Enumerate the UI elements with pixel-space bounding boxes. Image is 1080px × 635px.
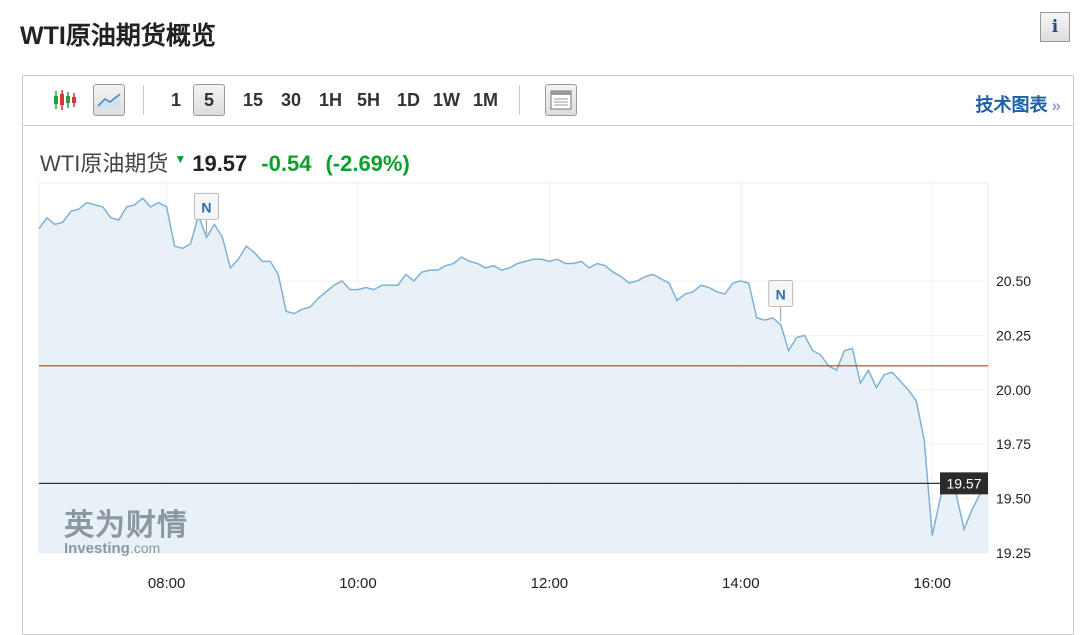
x-tick-label: 16:00: [913, 575, 951, 592]
line-chart-icon[interactable]: [93, 84, 125, 116]
page-title: WTI原油期货概览: [20, 22, 216, 50]
quote-header: WTI原油期货 ▼ 19.57 -0.54 (-2.69%): [40, 146, 410, 178]
news-marker[interactable]: N: [193, 192, 219, 235]
interval-1H[interactable]: 1H: [319, 90, 343, 110]
interval-1D[interactable]: 1D: [397, 90, 421, 110]
x-tick-label: 12:00: [531, 575, 569, 592]
divider: [519, 85, 520, 115]
interval-1M[interactable]: 1M: [473, 90, 499, 110]
chart-toolbar: 1 5 15 30 1H 5H 1D 1W 1M 技术图表»: [23, 76, 1073, 126]
layout-icon[interactable]: [545, 84, 577, 116]
info-icon[interactable]: i: [1040, 12, 1070, 42]
news-marker-label: N: [201, 199, 211, 215]
x-tick-label: 08:00: [148, 575, 186, 592]
interval-1W[interactable]: 1W: [433, 90, 460, 110]
interval-5[interactable]: 5: [193, 84, 225, 116]
divider: [143, 85, 144, 115]
news-marker[interactable]: N: [768, 279, 794, 322]
down-arrow-icon: ▼: [174, 152, 187, 166]
interval-15[interactable]: 15: [243, 90, 264, 110]
instrument-name: WTI原油期货: [40, 151, 169, 176]
news-marker-label: N: [776, 286, 786, 302]
chart-panel: 1 5 15 30 1H 5H 1D 1W 1M 技术图表»: [22, 75, 1074, 635]
x-tick-label: 14:00: [722, 575, 760, 592]
interval-5H[interactable]: 5H: [357, 90, 381, 110]
x-tick-label: 10:00: [339, 575, 377, 592]
news-marker-box: [193, 192, 219, 220]
y-tick-label: 20.50: [996, 273, 1031, 289]
interval-1[interactable]: 1: [171, 90, 182, 110]
candlestick-icon[interactable]: [49, 84, 81, 116]
technical-chart-label: 技术图表: [975, 95, 1048, 115]
interval-30[interactable]: 30: [281, 90, 302, 110]
technical-chart-link[interactable]: 技术图表»: [976, 91, 1061, 117]
price-chart[interactable]: 20.50 20.25 20.00 19.75 19.50 19.25 08:00 10:00…: [0, 0, 1080, 615]
y-tick-label: 20.25: [996, 327, 1031, 343]
last-price: 19.57: [192, 151, 248, 176]
y-tick-label: 19.50: [996, 491, 1031, 507]
investing-watermark-logo: 英为财情 Investing.com: [64, 509, 188, 557]
news-marker-box: [768, 279, 794, 307]
last-price-tag: [940, 472, 988, 495]
double-chevron-right-icon: »: [1051, 96, 1061, 115]
price-line: [38, 197, 989, 536]
last-price-label: 19.57: [946, 475, 981, 491]
price-change: -0.54: [261, 151, 312, 176]
price-change-percent: (-2.69%): [325, 151, 410, 176]
y-tick-label: 19.25: [996, 545, 1031, 561]
price-area: [39, 198, 988, 553]
y-tick-label: 20.00: [996, 382, 1031, 398]
y-tick-label: 19.75: [996, 436, 1031, 452]
